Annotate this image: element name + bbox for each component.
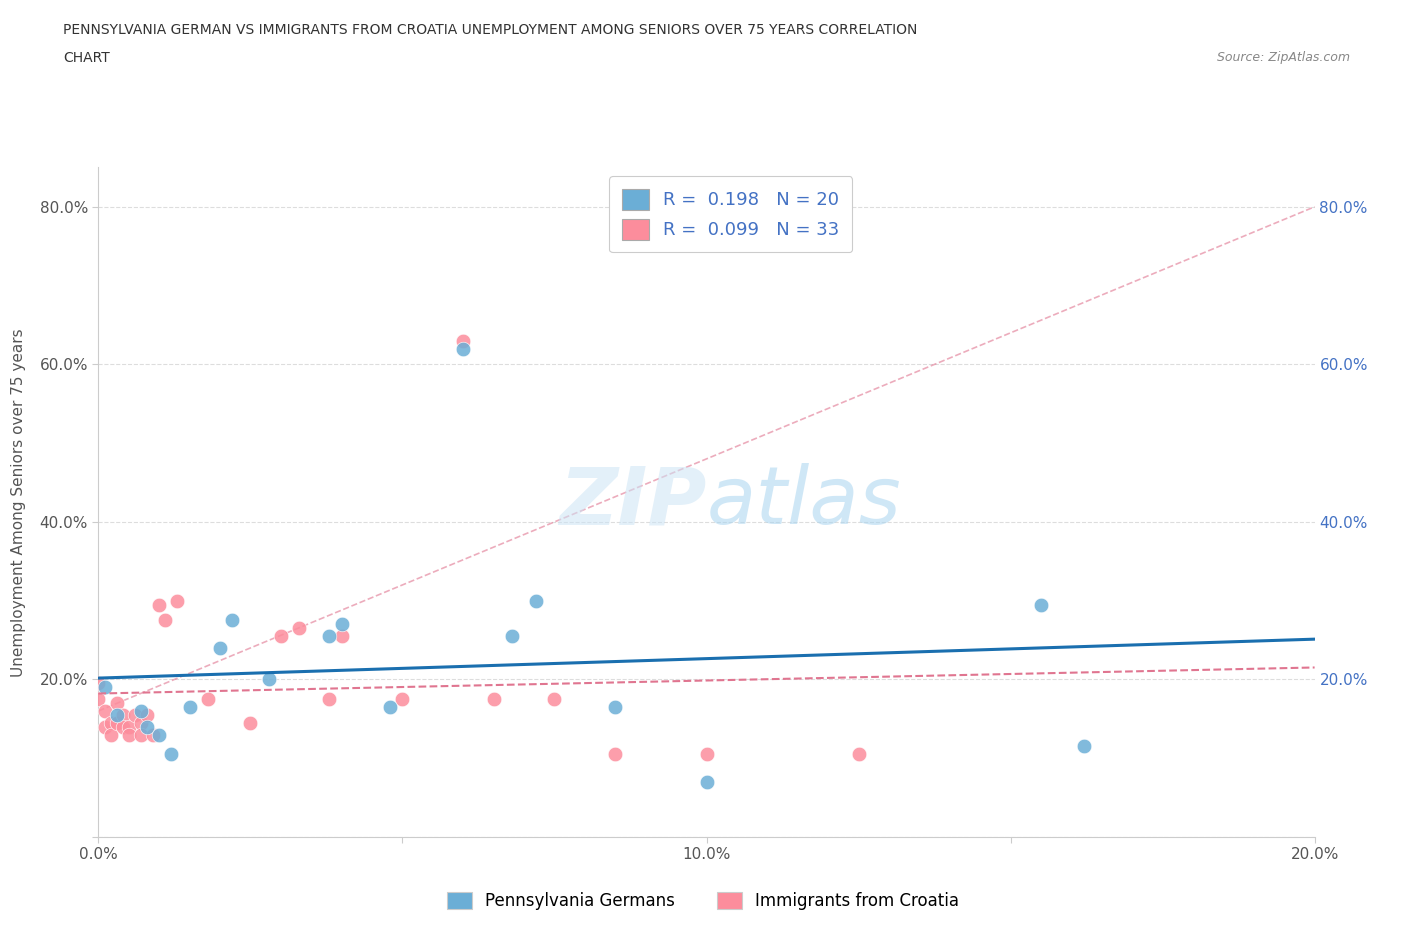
Point [848, 747, 870, 762]
Point [105, 715, 128, 730]
Point [100, 715, 122, 730]
Point [118, 727, 141, 742]
Point [482, 692, 505, 707]
Point [87, 692, 110, 707]
Point [100, 727, 122, 742]
Point [142, 727, 165, 742]
Point [148, 727, 170, 742]
Point [524, 593, 547, 608]
Point [330, 629, 353, 644]
Point [318, 692, 340, 707]
Point [605, 747, 627, 762]
Point [197, 692, 219, 707]
Point [453, 341, 475, 356]
Point [391, 692, 413, 707]
Legend: Pennsylvania Germans, Immigrants from Croatia: Pennsylvania Germans, Immigrants from Cr… [440, 885, 966, 917]
Text: atlas: atlas [707, 463, 901, 541]
Point [118, 719, 141, 734]
Point [105, 708, 128, 723]
Point [129, 727, 152, 742]
Point [111, 719, 134, 734]
Point [501, 629, 523, 644]
Point [179, 699, 201, 714]
Point [129, 715, 152, 730]
Point [453, 333, 475, 348]
Point [111, 708, 134, 723]
Point [209, 641, 232, 656]
Point [1029, 597, 1052, 612]
Point [93, 680, 115, 695]
Text: ZIP: ZIP [560, 463, 707, 541]
Legend: R =  0.198   N = 20, R =  0.099   N = 33: R = 0.198 N = 20, R = 0.099 N = 33 [609, 177, 852, 252]
Point [124, 708, 146, 723]
Point [318, 629, 340, 644]
Point [155, 613, 177, 628]
Point [605, 699, 627, 714]
Point [696, 775, 718, 790]
Text: CHART: CHART [63, 51, 110, 65]
Text: Source: ZipAtlas.com: Source: ZipAtlas.com [1216, 51, 1350, 64]
Point [696, 747, 718, 762]
Point [543, 692, 565, 707]
Point [380, 699, 402, 714]
Point [288, 621, 311, 636]
Point [1073, 739, 1095, 754]
Text: PENNSYLVANIA GERMAN VS IMMIGRANTS FROM CROATIA UNEMPLOYMENT AMONG SENIORS OVER 7: PENNSYLVANIA GERMAN VS IMMIGRANTS FROM C… [63, 23, 918, 37]
Point [136, 708, 159, 723]
Point [148, 597, 170, 612]
Point [221, 613, 243, 628]
Point [257, 672, 280, 687]
Point [330, 617, 353, 631]
Point [166, 593, 188, 608]
Point [93, 703, 115, 718]
Point [105, 696, 128, 711]
Point [129, 703, 152, 718]
Point [136, 719, 159, 734]
Y-axis label: Unemployment Among Seniors over 75 years: Unemployment Among Seniors over 75 years [11, 328, 25, 676]
Point [239, 715, 262, 730]
Point [160, 747, 183, 762]
Point [87, 676, 110, 691]
Point [270, 629, 292, 644]
Point [93, 719, 115, 734]
